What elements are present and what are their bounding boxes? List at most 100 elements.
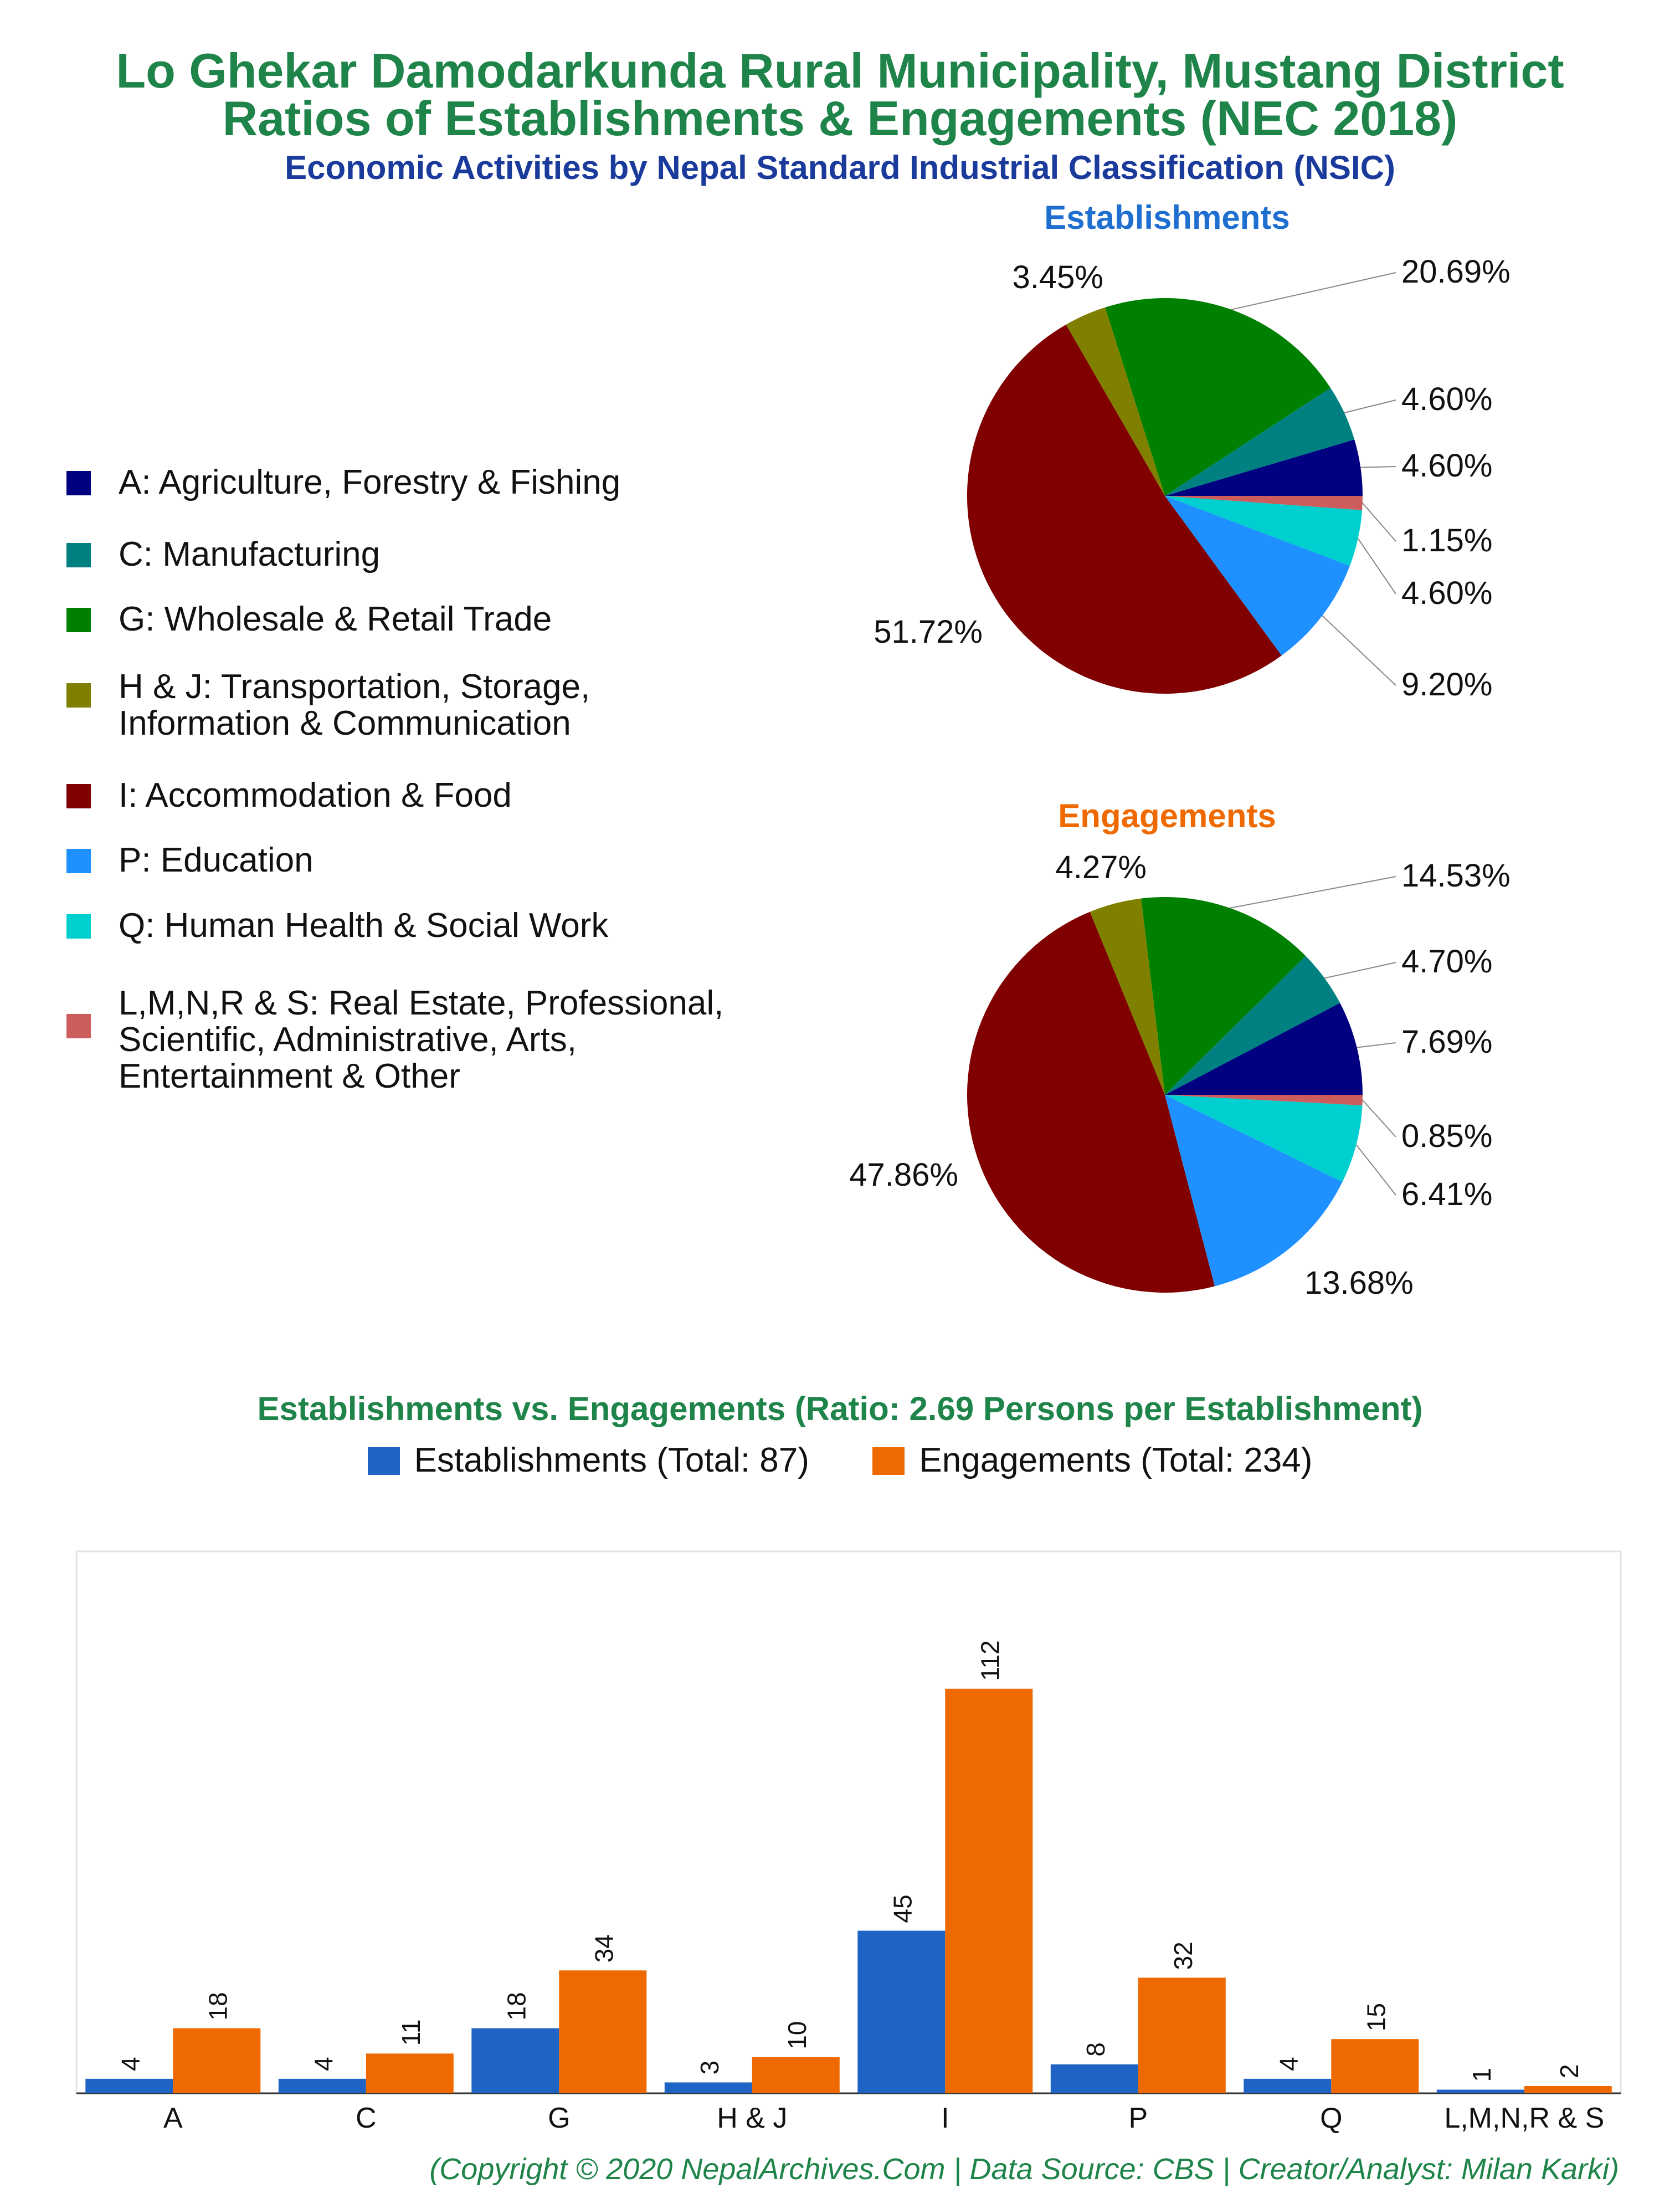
establishments-value-l-m-n-r-s: 1 (1467, 2068, 1496, 2082)
engagements-slice-i (967, 911, 1215, 1293)
establishments-slice-h-j (1066, 307, 1165, 496)
engagements-slice-h-j (1090, 898, 1165, 1095)
page-title-line2: Ratios of Establishments & Engagements (… (222, 91, 1458, 146)
establishments-label-i: 51.72% (874, 614, 983, 650)
legend-label-line: A: Agriculture, Forestry & Fishing (119, 463, 621, 501)
bar-chart-title: Establishments vs. Engagements (Ratio: 2… (257, 1390, 1423, 1427)
engagements-label-a: 7.69% (1401, 1024, 1492, 1060)
legend-label-line: I: Accommodation & Food (119, 776, 512, 814)
establishments-label-h-j: 3.45% (1013, 259, 1103, 295)
engagements-value-i: 112 (975, 1640, 1004, 1680)
legend-label-line: L,M,N,R & S: Real Estate, Professional, (119, 984, 724, 1022)
footer-credits: (Copyright © 2020 NepalArchives.Com | Da… (429, 2153, 1619, 2186)
legend-swatch (66, 471, 91, 495)
establishments-value-i: 45 (888, 1894, 917, 1923)
legend-swatch (66, 784, 91, 808)
engagements-value-q: 15 (1362, 2003, 1390, 2031)
engagements-slice-a (1165, 1003, 1363, 1095)
bar-chart-legend: Establishments (Total: 87) Engagements (… (0, 1441, 1680, 1480)
establishments-slice-q (1165, 496, 1363, 566)
engagements-label-g: 14.53% (1401, 858, 1511, 894)
establishments-value-p: 8 (1081, 2042, 1110, 2057)
pie-label-leader (1362, 503, 1396, 542)
legend-swatch (66, 1014, 91, 1038)
legend-label: I: Accommodation & Food (119, 777, 512, 814)
legend-swatch (66, 914, 91, 939)
page-subtitle: Economic Activities by Nepal Standard In… (285, 149, 1395, 186)
engagements-label-q: 6.41% (1401, 1176, 1492, 1212)
engagements-bar-p (1138, 1977, 1226, 2093)
legend-label: Q: Human Health & Social Work (119, 908, 608, 944)
engagements-value-g: 34 (589, 1934, 618, 1963)
x-tick-label-q: Q (1320, 2102, 1342, 2134)
establishments-bar-l-m-n-r-s (1436, 2089, 1524, 2093)
engagements-bar-i (945, 1688, 1033, 2093)
establishments-bar-a (85, 2078, 173, 2093)
engagements-slice-q (1165, 1095, 1363, 1182)
pie-label-leader (1322, 615, 1396, 686)
establishments-label-p: 9.20% (1401, 667, 1492, 703)
engagements-value-h-j: 10 (783, 2021, 811, 2049)
establishments-bar-g (471, 2028, 559, 2093)
engagements-slice-l-m-n-r-s (1165, 1095, 1363, 1106)
establishments-label-l-m-n-r-s: 1.15% (1401, 522, 1492, 559)
x-tick-label-p: P (1128, 2102, 1148, 2134)
establishments-slice-p (1165, 496, 1350, 656)
establishments-value-q: 4 (1274, 2057, 1303, 2071)
engagements-value-c: 11 (397, 2020, 425, 2046)
establishments-label-c: 4.60% (1401, 381, 1492, 417)
legend-label-line: Information & Communication (119, 704, 571, 742)
x-tick-label-h-j: H & J (717, 2102, 787, 2134)
engagements-label-h-j: 4.27% (1056, 849, 1147, 885)
engagements-bar-g (559, 1970, 647, 2093)
establishments-value-h-j: 3 (695, 2061, 724, 2075)
legend-swatch (66, 683, 91, 708)
establishments-bar-i (857, 1930, 946, 2093)
legend-establishments: Establishments (Total: 87) (367, 1441, 809, 1479)
establishments-slice-l-m-n-r-s (1165, 496, 1363, 510)
pie-label-leader (1357, 1042, 1396, 1048)
legend-label-line: H & J: Transportation, Storage, (119, 668, 590, 706)
pie-charts: 4.60% 4.60% 20.69% 3.45% 51.72% 9.20% 4.60% 1.1… (849, 254, 1511, 1301)
engagements-slice-p (1165, 1095, 1343, 1287)
establishments-bar-h-j (664, 2082, 752, 2093)
engagements-value-a: 18 (203, 1992, 232, 2020)
establishments-label-a: 4.60% (1401, 448, 1492, 484)
pie-label-leader (1230, 876, 1396, 909)
engagements-label-p: 13.68% (1304, 1265, 1414, 1301)
legend-label-line: P: Education (119, 841, 314, 879)
legend-establishments-label: Establishments (Total: 87) (414, 1441, 809, 1479)
engagements-value-p: 32 (1169, 1941, 1198, 1970)
engagements-label-c: 4.70% (1401, 944, 1492, 980)
legend-label-line: Scientific, Administrative, Arts, (119, 1021, 577, 1059)
establishments-slice-g (1105, 298, 1331, 496)
x-tick-label-i: I (941, 2102, 949, 2134)
establishments-label-q: 4.60% (1401, 575, 1492, 611)
establishments-slice-i (967, 324, 1282, 694)
engagements-bar-q (1331, 2039, 1419, 2093)
engagements-label-i: 47.86% (849, 1157, 958, 1193)
pie-label-leader (1360, 466, 1396, 468)
legend-swatch (66, 543, 91, 567)
establishments-value-g: 18 (502, 1992, 531, 2020)
legend-engagements-label: Engagements (Total: 234) (919, 1441, 1313, 1479)
engagements-value-l-m-n-r-s: 2 (1555, 2064, 1584, 2078)
engagements-slice-c (1165, 956, 1340, 1095)
engagements-pie-title: Engagements (1058, 797, 1276, 834)
legend-label: G: Wholesale & Retail Trade (119, 601, 552, 638)
legend-label: P: Education (119, 842, 314, 879)
x-tick-label-l-m-n-r-s: L,M,N,R & S (1444, 2102, 1604, 2134)
engagements-bar-a (173, 2028, 261, 2093)
legend-label: H & J: Transportation, Storage, Informati… (119, 669, 590, 742)
pie-label-leader (1357, 538, 1396, 595)
legend-label-line: G: Wholesale & Retail Trade (119, 600, 552, 638)
x-tick-label-g: G (548, 2102, 570, 2134)
legend-label-line: Entertainment & Other (119, 1057, 460, 1095)
page-title-line1: Lo Ghekar Damodarkunda Rural Municipalit… (116, 43, 1564, 98)
establishments-bar-p (1050, 2064, 1138, 2093)
bar-chart: 4 18 A 4 11 C 18 34 G 3 10 H & J 45 112 I 8 32 P 4 15 Q 1 2 L,M… (75, 1550, 1622, 2134)
legend-swatch (66, 608, 91, 632)
establishments-slice-a (1165, 439, 1363, 496)
legend-label: C: Manufacturing (119, 536, 380, 573)
establishments-value-a: 4 (116, 2057, 145, 2071)
